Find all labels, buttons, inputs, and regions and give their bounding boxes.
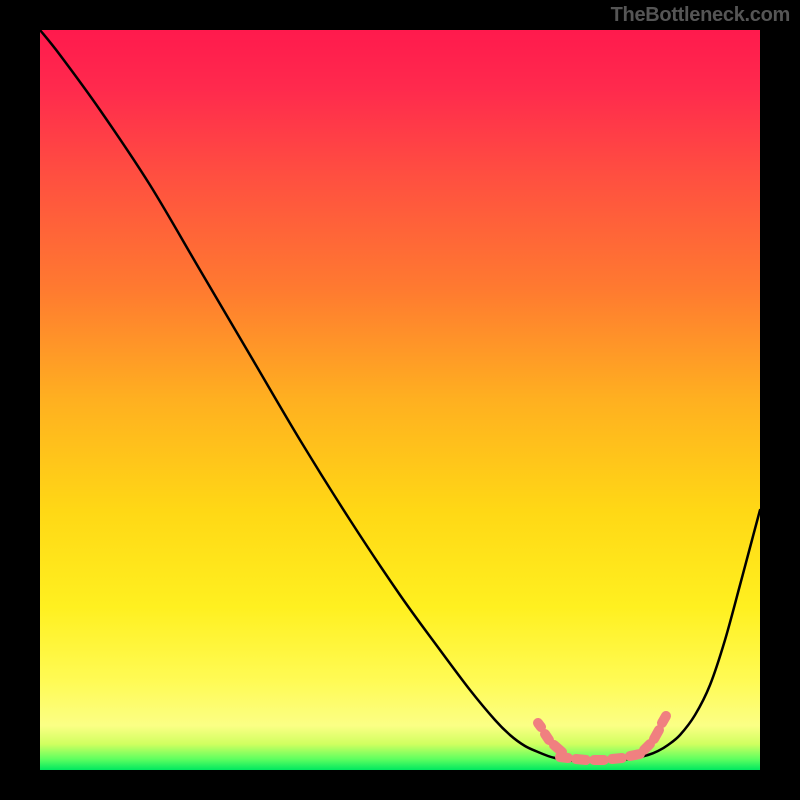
watermark-text: TheBottleneck.com	[611, 4, 790, 27]
chart-container: TheBottleneck.com	[0, 0, 800, 800]
bottleneck-curve-chart	[0, 0, 800, 800]
plot-background	[40, 30, 760, 770]
